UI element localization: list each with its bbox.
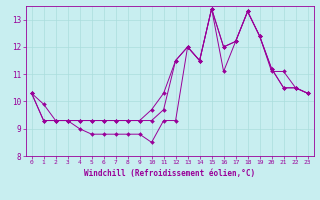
X-axis label: Windchill (Refroidissement éolien,°C): Windchill (Refroidissement éolien,°C) — [84, 169, 255, 178]
